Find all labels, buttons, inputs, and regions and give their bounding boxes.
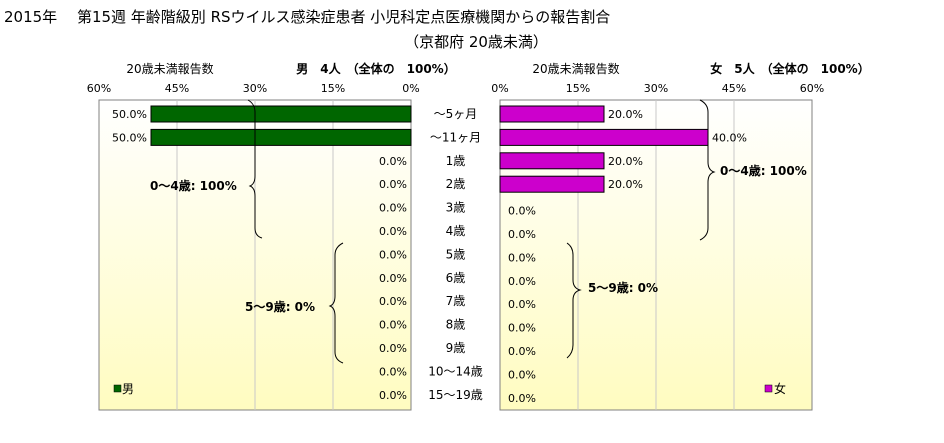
category-label: 8歳: [446, 318, 466, 332]
male-bar: [150, 105, 412, 123]
male-data-label: 0.0%: [379, 389, 407, 402]
male-x-tick-label: 45%: [165, 82, 189, 95]
male-x-axis-ticks: 60% 45% 30% 15% 0%: [87, 82, 420, 95]
female-data-label: 20.0%: [608, 155, 643, 168]
female-data-label: 0.0%: [508, 298, 536, 311]
female-header-right: 女 5人 （全体の 100%）: [710, 61, 869, 76]
category-label: 10〜14歳: [428, 364, 483, 378]
category-label: 〜5ヶ月: [434, 107, 478, 121]
female-data-label: 0.0%: [508, 392, 536, 405]
female-data-label: 0.0%: [508, 251, 536, 264]
female-annotation-5-9: 5〜9歳: 0%: [588, 280, 658, 295]
female-data-label: 0.0%: [508, 345, 536, 358]
male-data-label: 0.0%: [379, 248, 407, 261]
female-header-left: 20歳未満報告数: [532, 61, 619, 76]
female-data-label: 20.0%: [608, 178, 643, 191]
male-brace-0-4: [247, 99, 263, 239]
female-brace-0-4: [699, 99, 716, 241]
female-bar: [499, 105, 605, 123]
male-data-label: 0.0%: [379, 155, 407, 168]
male-legend-swatch: [113, 384, 122, 393]
female-x-axis-ticks: 0% 15% 30% 45% 60%: [491, 82, 824, 95]
male-x-tick-label: 30%: [243, 82, 267, 95]
category-label: 1歳: [446, 154, 466, 168]
category-label: 4歳: [446, 224, 466, 238]
female-x-tick-label: 0%: [491, 82, 508, 95]
chart-subtitle: （京都府 20歳未満）: [404, 33, 548, 51]
male-bars: 50.0% 50.0% 0.0% 0.0% 0.0% 0.0% 0.0% 0.0% 0.0% 0.…: [112, 105, 412, 402]
male-data-label: 0.0%: [379, 295, 407, 308]
male-bar: [150, 128, 412, 146]
male-data-label: 0.0%: [379, 272, 407, 285]
female-x-tick-label: 60%: [800, 82, 824, 95]
female-data-label: 0.0%: [508, 228, 536, 241]
category-label: 15〜19歳: [428, 388, 483, 402]
female-legend-swatch: [764, 384, 773, 393]
female-legend-label: 女: [774, 381, 786, 396]
female-data-label: 0.0%: [508, 205, 536, 218]
category-label: 3歳: [446, 201, 466, 215]
female-data-label: 0.0%: [508, 322, 536, 335]
female-x-tick-label: 15%: [566, 82, 590, 95]
female-bar: [499, 175, 605, 193]
chart-title: 2015年 第15週 年齢階級別 RSウイルス感染症患者 小児科定点医療機関から…: [4, 8, 610, 26]
category-label: 9歳: [446, 341, 466, 355]
male-x-tick-label: 60%: [87, 82, 111, 95]
female-bars: 20.0% 40.0% 20.0% 20.0% 0.0% 0.0% 0.0% 0.0% 0.0%…: [499, 105, 747, 405]
male-annotation-5-9: 5〜9歳: 0%: [245, 299, 315, 314]
category-labels: 〜5ヶ月〜11ヶ月 1歳 2歳 3歳 4歳 5歳 6歳 7歳 8歳 9歳 10〜14歳 15〜19歳: [428, 107, 483, 402]
female-gridlines: [577, 100, 735, 410]
male-legend-label: 男: [122, 382, 134, 396]
male-data-label: 0.0%: [379, 178, 407, 191]
female-bar: [499, 152, 605, 170]
category-label: 〜11ヶ月: [430, 130, 481, 144]
male-brace-5-9: [328, 242, 344, 364]
male-annotation-0-4: 0〜4歳: 100%: [150, 178, 237, 193]
male-x-tick-label: 15%: [321, 82, 345, 95]
male-data-label: 0.0%: [379, 365, 407, 378]
female-bar: [499, 128, 709, 146]
male-header-left: 20歳未満報告数: [126, 61, 213, 76]
category-label: 5歳: [446, 247, 466, 261]
male-data-label: 0.0%: [379, 342, 407, 355]
category-label: 2歳: [446, 177, 466, 191]
female-data-label: 0.0%: [508, 368, 536, 381]
female-x-tick-label: 45%: [722, 82, 746, 95]
category-label: 6歳: [446, 271, 466, 285]
male-data-label: 0.0%: [379, 319, 407, 332]
male-data-label: 50.0%: [112, 131, 147, 144]
female-x-tick-label: 30%: [644, 82, 668, 95]
male-data-label: 0.0%: [379, 202, 407, 215]
female-data-label: 20.0%: [608, 108, 643, 121]
male-data-label: 50.0%: [112, 108, 147, 121]
female-data-label: 40.0%: [712, 131, 747, 144]
male-x-tick-label: 0%: [402, 82, 419, 95]
female-annotation-0-4: 0〜4歳: 100%: [720, 163, 807, 178]
female-brace-5-9: [566, 242, 582, 359]
female-data-label: 0.0%: [508, 275, 536, 288]
male-header-right: 男 4人 （全体の 100%）: [296, 61, 455, 76]
category-label: 7歳: [446, 294, 466, 308]
male-data-label: 0.0%: [379, 225, 407, 238]
